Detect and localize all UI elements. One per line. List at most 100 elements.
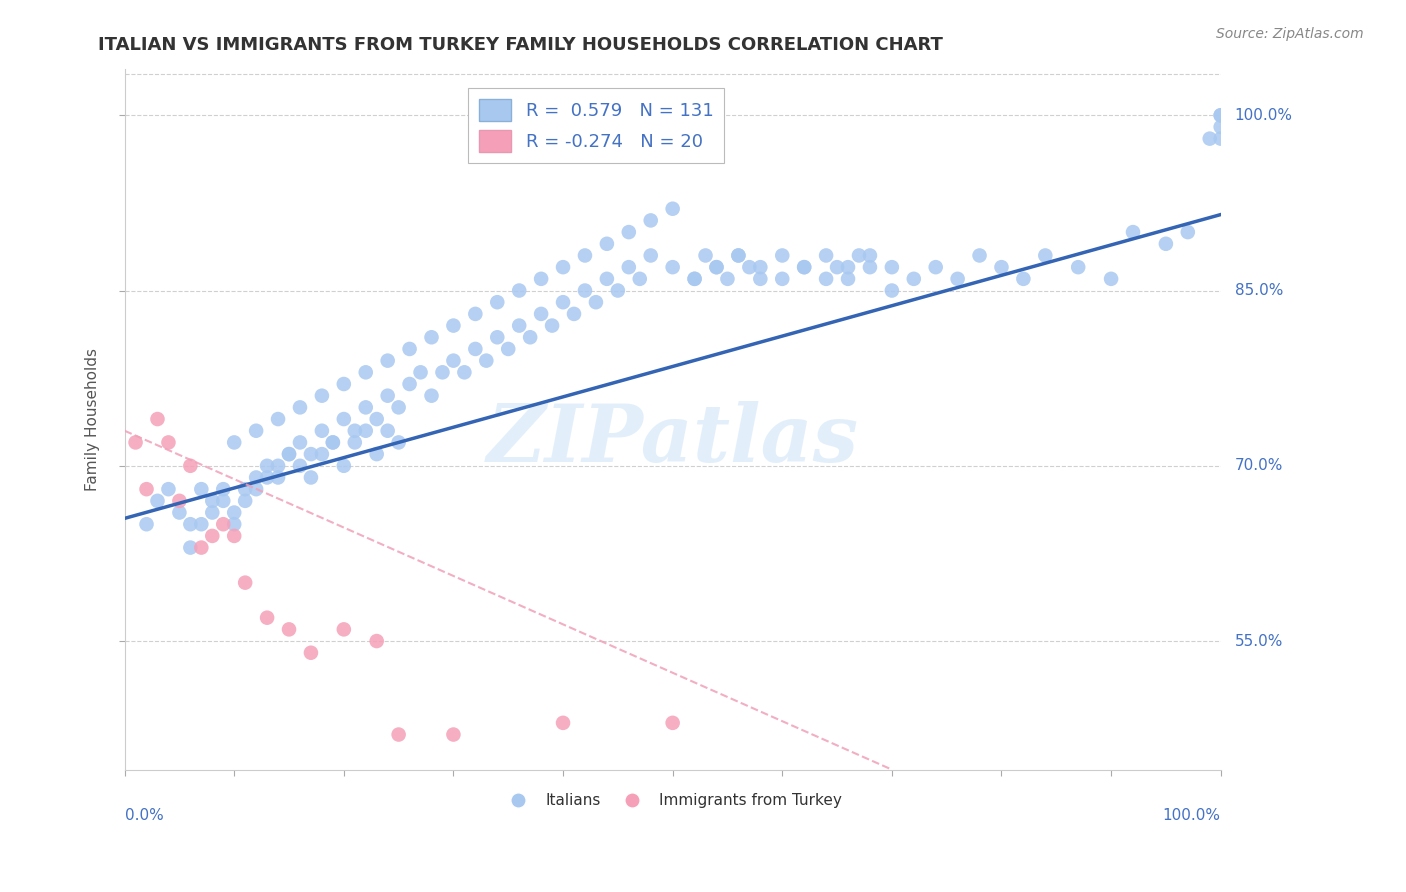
Point (551, 715, 574, 730)
Point (453, 365, 475, 379)
Point (432, 365, 454, 379)
Point (464, 307, 486, 321)
Point (366, 447, 388, 461)
Point (859, 248, 882, 262)
Text: Source: ZipAtlas.com: Source: ZipAtlas.com (1216, 27, 1364, 41)
Text: 55.0%: 55.0% (1234, 633, 1282, 648)
Point (190, 541, 212, 555)
Point (585, 295, 607, 310)
Point (233, 575, 256, 590)
Point (793, 260, 815, 275)
Point (245, 482, 267, 496)
Point (925, 260, 948, 275)
Point (486, 295, 509, 310)
Point (256, 610, 278, 624)
Point (617, 260, 640, 275)
Point (880, 260, 903, 275)
Point (606, 284, 628, 298)
Point (420, 330, 443, 344)
Point (695, 248, 717, 262)
Point (1177, 225, 1199, 239)
Point (322, 435, 344, 450)
Point (1154, 236, 1177, 251)
Text: 100.0%: 100.0% (1234, 108, 1292, 123)
Point (179, 541, 201, 555)
Point (640, 213, 662, 227)
Point (366, 412, 388, 426)
Point (661, 715, 683, 730)
Point (212, 482, 235, 496)
Point (333, 412, 356, 426)
Point (179, 517, 201, 532)
Point (793, 260, 815, 275)
Point (299, 470, 322, 484)
Point (278, 623, 301, 637)
Point (311, 424, 333, 438)
Point (311, 447, 333, 461)
Point (146, 493, 169, 508)
Point (377, 353, 399, 368)
Point (1209, 108, 1232, 122)
Point (574, 248, 596, 262)
Point (146, 412, 169, 426)
Point (519, 330, 541, 344)
Point (1209, 108, 1232, 122)
Point (508, 318, 530, 333)
Point (706, 260, 728, 275)
Point (299, 646, 322, 660)
Point (388, 401, 411, 415)
Point (683, 272, 706, 286)
Point (837, 260, 859, 275)
Point (179, 458, 201, 473)
Point (1033, 248, 1056, 262)
Point (224, 517, 246, 532)
Point (124, 435, 146, 450)
Point (749, 260, 772, 275)
Point (135, 482, 157, 496)
Y-axis label: Family Households: Family Households (86, 348, 100, 491)
Point (508, 284, 530, 298)
Point (233, 493, 256, 508)
Point (354, 365, 377, 379)
Legend: Italians, Immigrants from Turkey: Italians, Immigrants from Turkey (496, 788, 848, 814)
Point (541, 318, 564, 333)
Point (201, 506, 224, 520)
Point (212, 517, 235, 532)
Point (288, 458, 311, 473)
Point (233, 482, 256, 496)
Point (1198, 131, 1220, 145)
Point (212, 493, 235, 508)
Point (333, 623, 356, 637)
Point (1067, 260, 1090, 275)
Point (299, 447, 322, 461)
Text: ZIPatlas: ZIPatlas (486, 401, 859, 479)
Point (398, 342, 420, 356)
Point (267, 458, 290, 473)
Point (738, 260, 761, 275)
Point (969, 248, 991, 262)
Point (420, 389, 443, 403)
Point (749, 272, 772, 286)
Point (278, 447, 301, 461)
Point (333, 376, 356, 391)
Point (409, 365, 432, 379)
Point (267, 412, 290, 426)
Point (815, 248, 838, 262)
Point (366, 634, 388, 648)
Text: 70.0%: 70.0% (1234, 458, 1282, 474)
Point (278, 447, 301, 461)
Point (343, 435, 366, 450)
Text: 85.0%: 85.0% (1234, 283, 1282, 298)
Point (551, 295, 574, 310)
Point (441, 353, 464, 368)
Point (661, 260, 683, 275)
Point (377, 389, 399, 403)
Point (1209, 131, 1232, 145)
Point (661, 202, 683, 216)
Point (903, 272, 925, 286)
Point (825, 260, 848, 275)
Point (486, 330, 509, 344)
Point (343, 424, 366, 438)
Point (727, 248, 749, 262)
Point (815, 272, 838, 286)
